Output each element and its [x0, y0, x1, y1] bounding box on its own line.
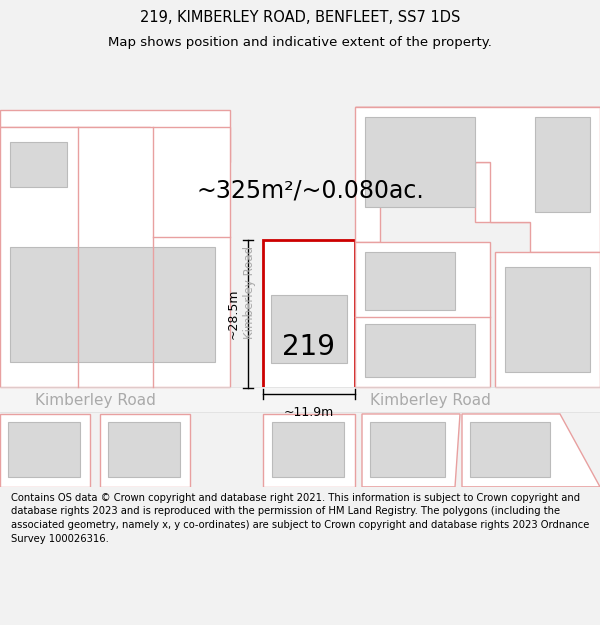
Bar	[505, 268, 590, 372]
Polygon shape	[0, 111, 230, 162]
Polygon shape	[263, 414, 355, 487]
Bar	[10, 142, 67, 188]
Text: Kimberley Road: Kimberley Road	[370, 392, 490, 408]
Bar	[470, 422, 550, 477]
Text: ~11.9m: ~11.9m	[284, 406, 334, 419]
Polygon shape	[355, 107, 600, 162]
Text: Contains OS data © Crown copyright and database right 2021. This information is : Contains OS data © Crown copyright and d…	[11, 493, 589, 544]
Polygon shape	[0, 127, 230, 387]
Text: Kimberley Road: Kimberley Road	[244, 246, 257, 339]
Polygon shape	[355, 107, 600, 252]
Bar	[535, 118, 590, 212]
Bar	[272, 422, 344, 477]
Polygon shape	[375, 107, 600, 222]
Text: 219, KIMBERLEY ROAD, BENFLEET, SS7 1DS: 219, KIMBERLEY ROAD, BENFLEET, SS7 1DS	[140, 11, 460, 26]
Bar	[10, 248, 215, 362]
Text: Map shows position and indicative extent of the property.: Map shows position and indicative extent…	[108, 36, 492, 49]
Polygon shape	[495, 253, 600, 387]
Polygon shape	[0, 414, 90, 487]
Text: ~325m²/~0.080ac.: ~325m²/~0.080ac.	[196, 178, 424, 202]
Text: 219: 219	[283, 332, 335, 361]
Bar	[365, 324, 475, 377]
Bar	[8, 422, 80, 477]
Polygon shape	[355, 242, 490, 387]
Text: ~28.5m: ~28.5m	[227, 289, 240, 339]
Polygon shape	[462, 414, 600, 487]
Bar	[108, 422, 180, 477]
Polygon shape	[100, 414, 190, 487]
Bar	[365, 253, 455, 310]
Bar	[271, 295, 347, 363]
Bar	[365, 118, 475, 208]
Bar	[0, 387, 600, 412]
Text: Kimberley Road: Kimberley Road	[35, 392, 155, 408]
Polygon shape	[362, 414, 460, 487]
Bar	[370, 422, 445, 477]
Bar	[263, 240, 355, 388]
